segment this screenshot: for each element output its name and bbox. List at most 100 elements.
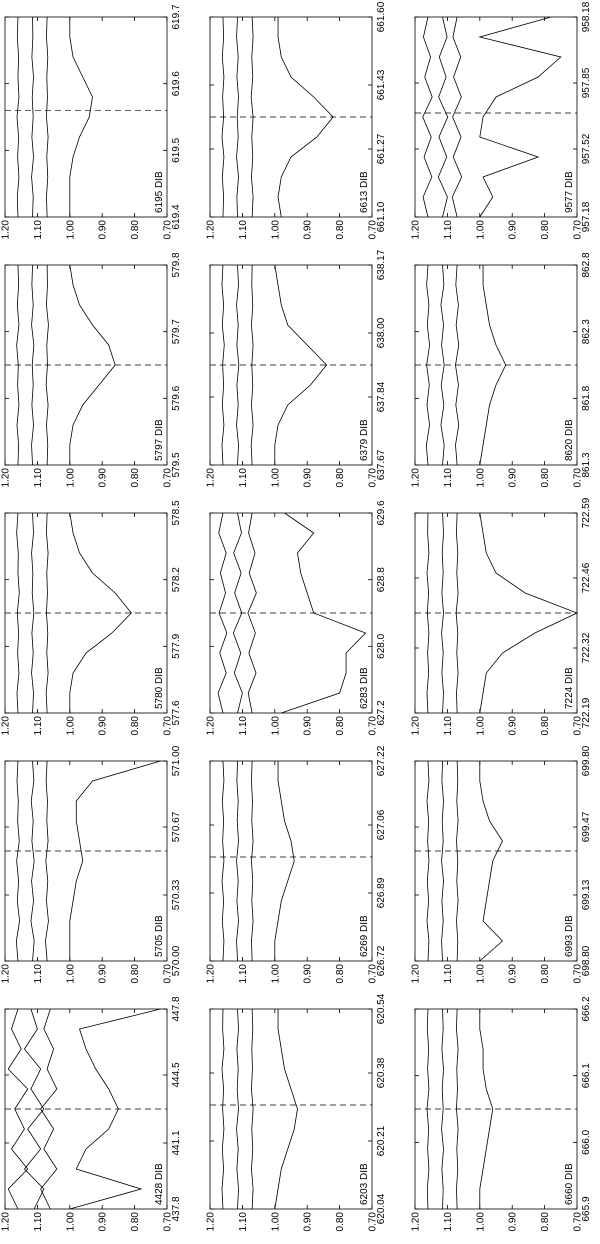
spectrum-line: [250, 264, 254, 466]
y-tick-label: 1.00: [270, 220, 281, 240]
spectrum-line: [250, 16, 254, 218]
x-tick-label: 862.8: [581, 252, 592, 277]
spectrum-line: [217, 512, 228, 714]
spectrum-line: [31, 512, 35, 714]
spectrum-line: [236, 760, 239, 962]
spectrum-line: [277, 17, 334, 218]
panel-frame: [414, 16, 578, 218]
y-tick-label: 1.00: [65, 468, 76, 488]
y-tick-label: 0.80: [335, 1212, 346, 1232]
spectrum-line: [437, 16, 449, 218]
x-tick-label: 619.5: [171, 137, 182, 162]
y-tick-label: 1.00: [475, 220, 486, 240]
spectrum-line: [236, 16, 239, 218]
spectrum-line: [478, 16, 562, 218]
spectrum-line: [16, 512, 20, 714]
x-tick-label: 665.9: [581, 1196, 592, 1221]
x-tick-label: 579.5: [171, 452, 182, 477]
x-tick-label: 722.46: [581, 562, 592, 593]
y-tick-label: 1.00: [475, 716, 486, 736]
y-tick-label: 0.90: [508, 964, 519, 984]
spectrum-line: [16, 16, 20, 218]
x-tick-label: 666.1: [581, 1063, 592, 1088]
y-tick-label: 0.90: [508, 716, 519, 736]
x-tick-label: 628.8: [376, 567, 387, 592]
spectrum-line: [221, 1008, 225, 1210]
x-tick-label: 661.27: [376, 133, 387, 164]
y-tick-label: 0.70: [573, 716, 584, 736]
x-tick-label: 957.18: [581, 201, 592, 232]
panel-label: 9577 DIB: [564, 171, 575, 213]
x-tick-label: 627.22: [376, 745, 387, 776]
x-tick-label: 620.54: [376, 993, 387, 1024]
y-tick-label: 1.00: [65, 964, 76, 984]
x-tick-label: 578.2: [171, 567, 182, 592]
y-tick-label: 1.10: [443, 716, 454, 736]
panel-label: 5797 DIB: [154, 419, 165, 461]
panel-label: 6269 DIB: [359, 915, 370, 957]
panel-label: 5780 DIB: [154, 667, 165, 709]
y-tick-label: 1.20: [411, 1212, 422, 1232]
spectrum-line: [426, 1008, 430, 1210]
x-tick-label: 619.6: [171, 71, 182, 96]
y-tick-label: 0.90: [98, 716, 109, 736]
y-tick-label: 0.80: [540, 964, 551, 984]
y-tick-label: 0.80: [540, 468, 551, 488]
y-tick-label: 0.80: [130, 964, 141, 984]
x-tick-label: 958.18: [581, 1, 592, 32]
spectrum-line: [479, 761, 504, 962]
x-tick-label: 620.21: [376, 1125, 387, 1156]
spectrum-line: [45, 760, 49, 962]
y-tick-label: 1.20: [206, 716, 217, 736]
spectrum-line: [422, 16, 433, 218]
y-tick-label: 1.20: [206, 468, 217, 488]
y-tick-label: 0.70: [573, 1212, 584, 1232]
spectrum-line: [440, 264, 445, 466]
spectrum-line: [441, 760, 444, 962]
x-tick-label: 861.3: [581, 452, 592, 477]
panel-label: 8620 DIB: [564, 419, 575, 461]
y-tick-label: 0.70: [368, 716, 379, 736]
spectrum-line: [425, 264, 430, 466]
spectrum-line: [236, 1008, 239, 1210]
x-tick-label: 629.6: [376, 500, 387, 525]
x-tick-label: 661.60: [376, 1, 387, 32]
y-tick-label: 1.00: [65, 716, 76, 736]
x-tick-label: 620.38: [376, 1057, 387, 1088]
y-tick-label: 0.90: [508, 468, 519, 488]
y-tick-label: 1.00: [475, 964, 486, 984]
y-tick-label: 0.70: [368, 964, 379, 984]
y-tick-label: 1.10: [443, 964, 454, 984]
y-tick-label: 0.80: [540, 716, 551, 736]
panel-label: 5705 DIB: [154, 915, 165, 957]
y-tick-label: 1.20: [411, 964, 422, 984]
x-tick-label: 661.10: [376, 201, 387, 232]
x-tick-label: 722.19: [581, 697, 592, 728]
panel-frame: [414, 760, 578, 962]
x-tick-label: 699.47: [581, 811, 592, 842]
x-tick-label: 619.4: [171, 204, 182, 229]
panel-label: 7224 DIB: [564, 667, 575, 709]
x-tick-label: 699.13: [581, 879, 592, 910]
y-tick-label: 1.10: [238, 964, 249, 984]
spectrum-line: [247, 512, 257, 714]
x-tick-label: 638.00: [376, 317, 387, 348]
panel-frame: [209, 1008, 373, 1210]
spectrum-line: [274, 1009, 298, 1210]
spectrum-line: [30, 760, 35, 962]
spectrum-line: [456, 1008, 459, 1210]
y-tick-label: 0.90: [98, 964, 109, 984]
x-tick-label: 579.8: [171, 252, 182, 277]
y-tick-label: 0.90: [508, 220, 519, 240]
x-tick-label: 441.1: [171, 1130, 182, 1155]
y-tick-label: 1.10: [33, 716, 44, 736]
x-tick-label: 626.89: [376, 877, 387, 908]
spectrum-line: [479, 265, 507, 466]
spectrum-line: [251, 1008, 254, 1210]
spectrum-line: [426, 760, 430, 962]
y-tick-label: 0.70: [368, 468, 379, 488]
x-tick-label: 626.72: [376, 945, 387, 976]
x-tick-label: 666.2: [581, 996, 592, 1021]
